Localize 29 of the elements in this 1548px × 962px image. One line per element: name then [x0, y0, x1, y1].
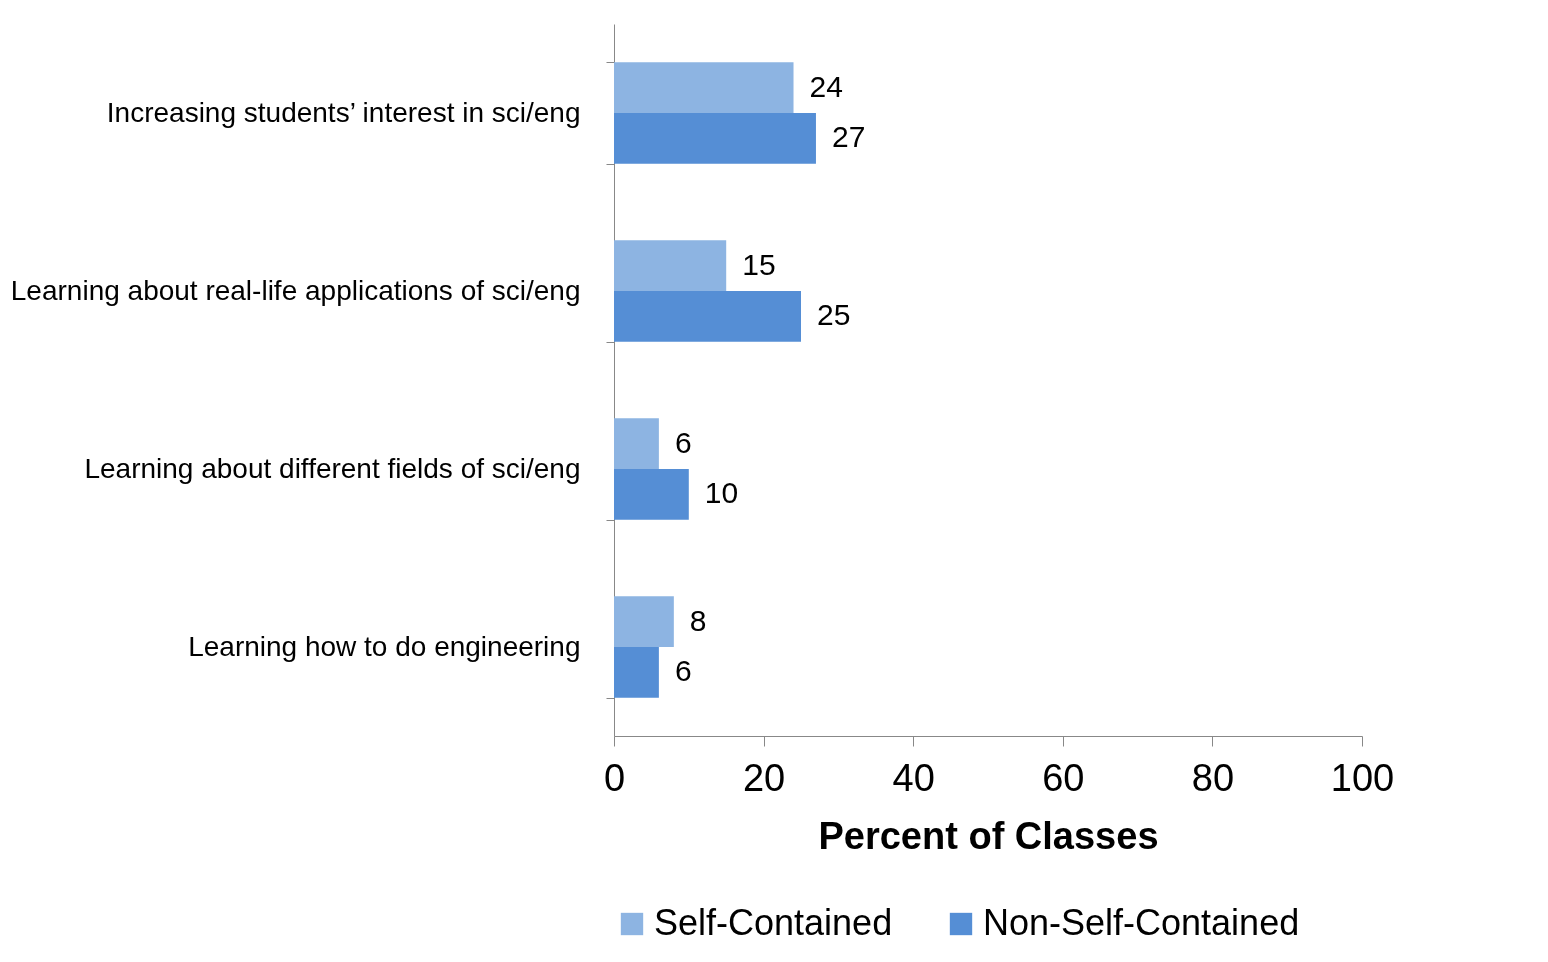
data-label: 25	[817, 298, 851, 332]
y-tick-label: Learning about different fields of sci/eng	[84, 452, 581, 484]
x-tick-label: 20	[742, 756, 786, 799]
data-label: 6	[674, 654, 692, 688]
y-tick-label: Increasing students’ interest in sci/eng	[106, 96, 581, 128]
x-tick-label: 60	[1042, 756, 1085, 799]
bar	[614, 469, 689, 520]
bar	[614, 113, 816, 164]
data-label: 6	[674, 425, 692, 459]
bar	[614, 647, 659, 698]
data-label: 10	[704, 476, 739, 510]
bar	[614, 62, 794, 113]
x-axis-title: Percent of Classes	[818, 814, 1159, 857]
bar	[614, 240, 727, 291]
data-label: 15	[742, 247, 776, 281]
bar	[614, 418, 659, 469]
x-tick-label: 40	[892, 756, 935, 799]
bar	[614, 291, 801, 342]
x-tick-label: 100	[1330, 756, 1395, 799]
x-tick-label: 0	[603, 756, 626, 799]
data-label: 27	[831, 120, 866, 154]
y-tick-label: Learning how to do engineering	[188, 630, 581, 662]
legend-label: Non-Self-Contained	[983, 902, 1300, 943]
data-label: 24	[809, 69, 843, 103]
data-label: 8	[689, 603, 707, 637]
bar	[614, 596, 674, 647]
x-tick-label: 80	[1191, 756, 1235, 799]
legend-label: Self-Contained	[654, 902, 893, 943]
y-tick-label: Learning about real-life applications of sci/eng	[10, 274, 581, 306]
